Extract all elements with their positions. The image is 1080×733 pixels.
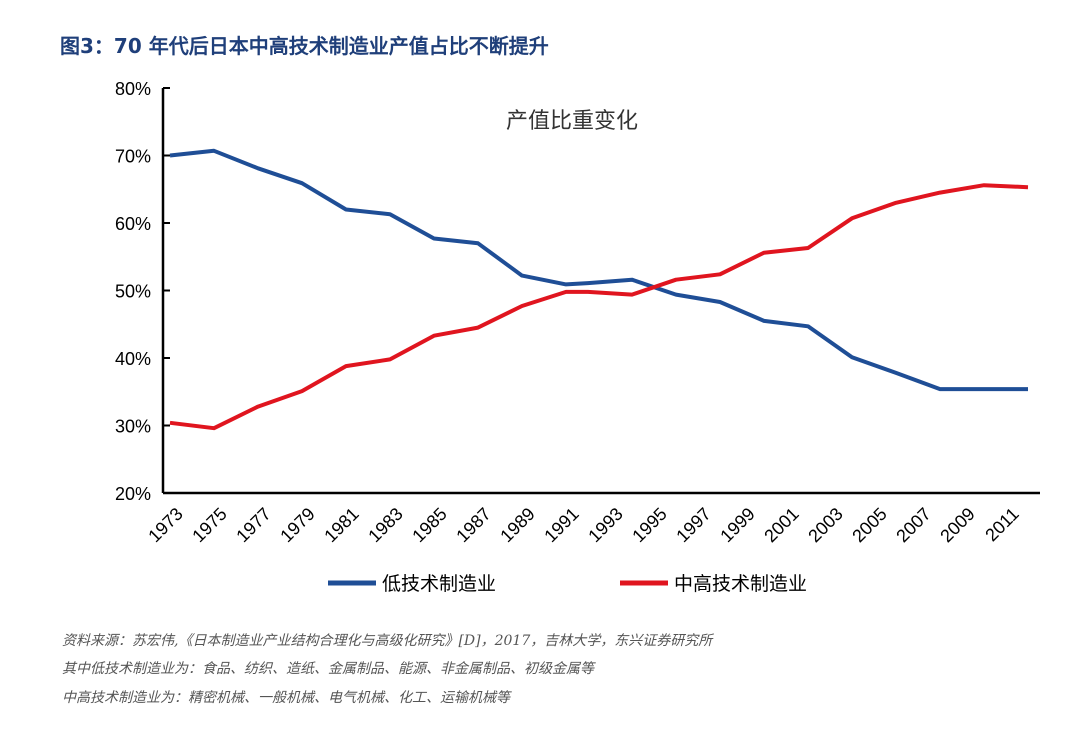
legend-label-1: 中高技术制造业: [674, 573, 807, 595]
series-line-0: [169, 148, 1028, 392]
x-tick-label: 2001: [760, 504, 802, 546]
x-tick-label: 2009: [936, 504, 978, 546]
high-tech-note: 中高技术制造业为：精密机械、一般机械、电气机械、化工、运输机械等: [62, 690, 510, 706]
series-line-1: [169, 183, 1029, 431]
source-note: 资料来源：苏宏伟,《日本制造业产业结构合理化与高级化研究》[D]，2017，吉林…: [62, 633, 713, 649]
y-tick-label: 80%: [115, 79, 151, 99]
x-tick-label: 1981: [320, 504, 362, 546]
x-tick-label: 1993: [584, 504, 626, 546]
x-tick-label: 1997: [672, 504, 714, 546]
x-tick-label: 1987: [452, 504, 494, 546]
line-chart: 20%30%40%50%60%70%80%1973 1975 1977 1979 198…: [115, 79, 1040, 595]
x-tick-label: 1979: [276, 504, 318, 546]
x-tick-label: 1973: [144, 504, 186, 546]
x-tick-label: 1975: [188, 504, 230, 546]
y-tick-label: 70%: [115, 147, 151, 167]
y-tick-label: 30%: [115, 417, 151, 437]
x-tick-label: 2005: [848, 504, 890, 546]
x-tick-label: 2011: [981, 504, 1023, 546]
y-tick-label: 40%: [115, 349, 151, 369]
figure-title: 图3：70 年代后日本中高技术制造业产值占比不断提升: [60, 34, 549, 58]
x-tick-label: 2003: [804, 504, 846, 546]
x-tick-label: 1989: [496, 504, 538, 546]
x-tick-label: 1995: [628, 504, 670, 546]
x-tick-label: 1985: [408, 504, 450, 546]
y-tick-label: 50%: [115, 282, 151, 302]
low-tech-note: 其中低技术制造业为：食品、纺织、造纸、金属制品、能源、非金属制品、初级金属等: [62, 661, 594, 677]
x-tick-label: 2007: [892, 504, 934, 546]
legend-label-0: 低技术制造业: [382, 573, 496, 595]
x-tick-label: 1977: [232, 504, 274, 546]
x-tick-label: 1983: [364, 504, 406, 546]
x-tick-label: 1991: [540, 504, 582, 546]
x-tick-label: 1999: [716, 504, 758, 546]
y-tick-label: 60%: [115, 214, 151, 234]
y-tick-label: 20%: [115, 484, 151, 504]
chart-title: 产值比重变化: [506, 109, 638, 134]
